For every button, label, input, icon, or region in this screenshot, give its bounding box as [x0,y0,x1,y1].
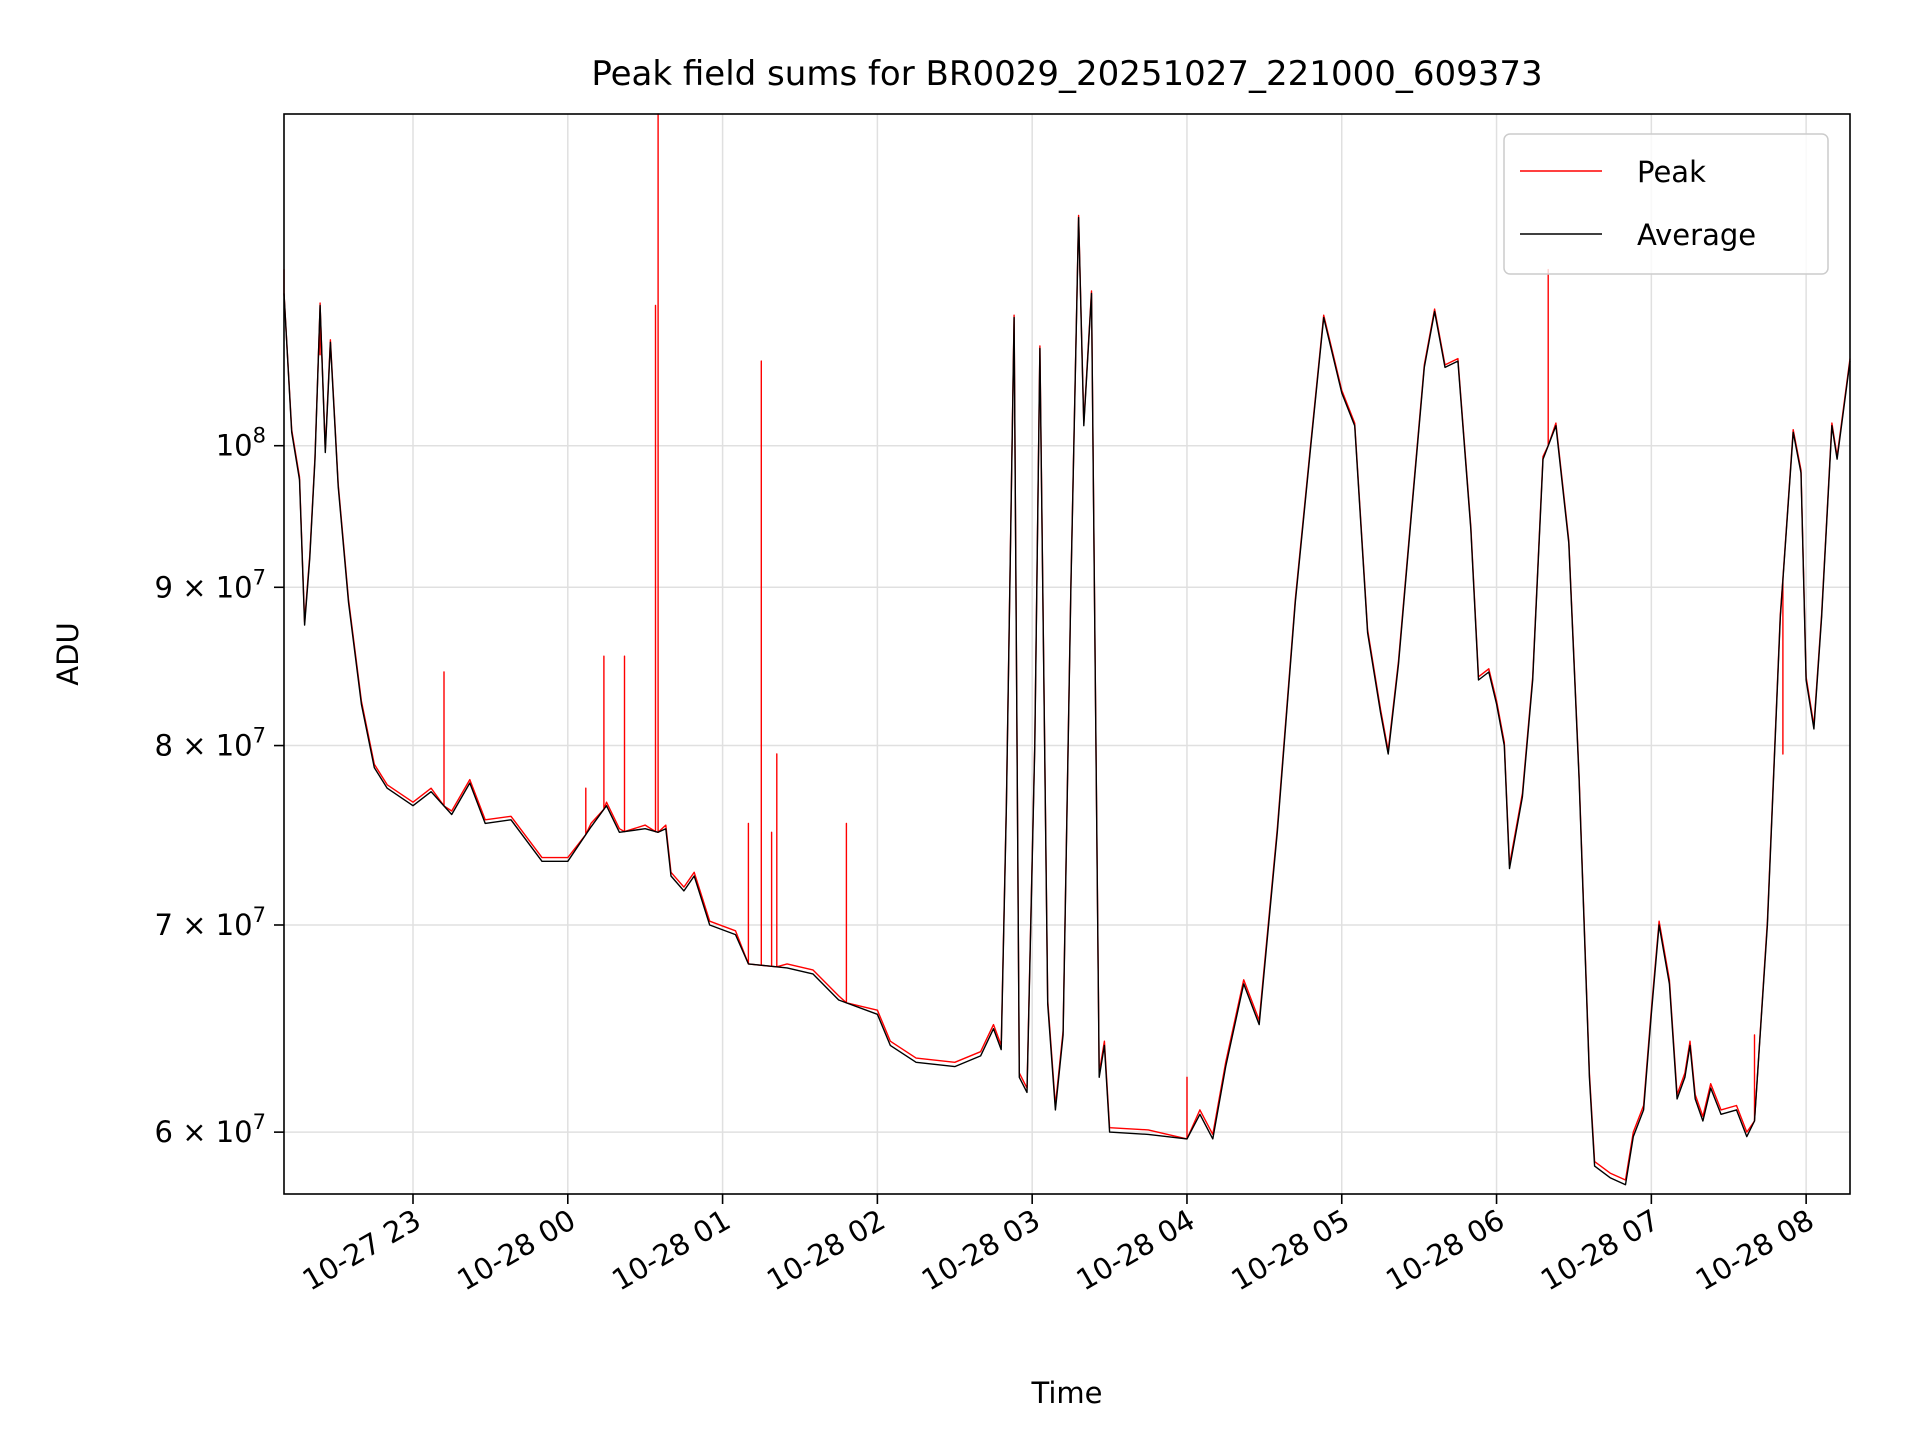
y-tick-label: 108 [216,424,266,463]
legend-label-peak: Peak [1637,155,1706,189]
y-tick-label: 9 × 107 [155,565,266,604]
y-tick-label: 6 × 107 [155,1110,266,1149]
legend-label-average: Average [1637,218,1756,252]
plot-lines [283,113,1851,1186]
x-axis-label: Time [1031,1376,1103,1410]
y-tick-label: 7 × 107 [155,903,266,942]
plot-area-frame [283,113,1851,1195]
legend: Peak Average [1503,133,1829,275]
chart-title: Peak field sums for BR0029_20251027_2210… [591,54,1542,94]
y-axis: 6 × 107 7 × 107 8 × 107 9 × 107 108 [155,424,284,1149]
series-line-average [283,216,1851,1186]
y-axis-label: ADU [51,622,85,685]
legend-box [1503,133,1829,275]
y-tick-label: 8 × 107 [155,724,266,763]
